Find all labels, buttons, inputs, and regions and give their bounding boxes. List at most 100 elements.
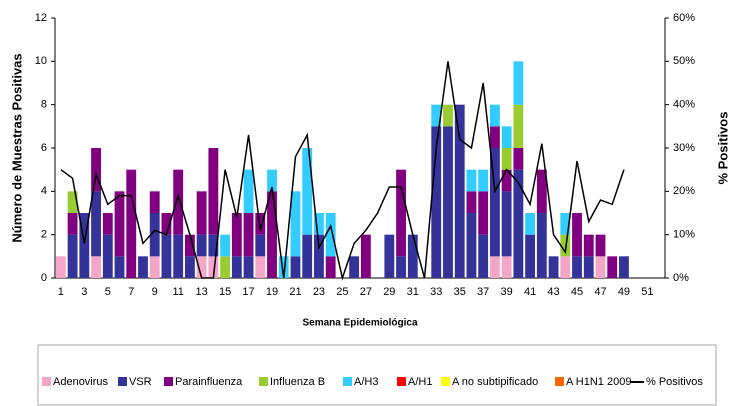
bar-segment xyxy=(489,104,500,127)
legend-box xyxy=(37,344,717,406)
bar-segment xyxy=(583,256,594,278)
y2-tick-label: 30% xyxy=(673,142,695,154)
x-tick-label: 5 xyxy=(105,286,111,298)
bar-segment xyxy=(513,169,524,278)
bar-segment xyxy=(478,234,489,278)
bar-segment xyxy=(489,126,500,148)
y2-tick-label: 60% xyxy=(673,12,695,24)
bar-segment xyxy=(255,256,266,278)
bar-segment xyxy=(478,191,489,235)
x-tick-label: 15 xyxy=(219,286,231,298)
bar-segment xyxy=(325,256,336,278)
bar-segment xyxy=(466,169,477,192)
bar-segment xyxy=(243,213,254,257)
x-tick-label: 1 xyxy=(58,286,64,298)
legend-swatch xyxy=(555,377,564,386)
bar-segment xyxy=(443,104,453,127)
bar-segment xyxy=(196,191,207,235)
bar-segment xyxy=(302,234,313,278)
bar-segment xyxy=(91,256,101,278)
x-tick-label: 17 xyxy=(242,286,254,298)
legend-label: A no subtipificado xyxy=(452,376,538,388)
x-tick-label: 27 xyxy=(360,286,372,298)
bar-segment xyxy=(560,234,571,257)
x-tick-label: 49 xyxy=(618,286,630,298)
bar-segment xyxy=(267,169,277,192)
bar-segment xyxy=(489,256,500,278)
bar-segment xyxy=(278,256,289,278)
y-tick-label: 0 xyxy=(41,272,47,284)
legend-swatch xyxy=(397,377,406,386)
bar-segment xyxy=(196,234,207,257)
x-tick-label: 25 xyxy=(336,286,348,298)
bar-segment xyxy=(173,169,184,235)
bar-segment xyxy=(231,213,242,257)
bar-segment xyxy=(149,256,160,278)
y-tick-label: 8 xyxy=(41,99,47,111)
y-tick-label: 2 xyxy=(41,229,47,241)
x-tick-label: 51 xyxy=(641,286,653,298)
y-axis-title: Número de Muestras Positivas xyxy=(9,53,24,242)
bar-segment xyxy=(267,191,277,278)
bar-segment xyxy=(595,256,606,278)
legend-label: Influenza B xyxy=(270,376,325,388)
bar-segment xyxy=(489,148,500,257)
bar-segment xyxy=(513,104,524,148)
x-tick-label: 9 xyxy=(152,286,158,298)
bar-segment xyxy=(607,256,618,278)
bar-segment xyxy=(431,126,442,278)
x-tick-label: 35 xyxy=(454,286,466,298)
x-tick-label: 3 xyxy=(81,286,87,298)
bar-segment xyxy=(255,213,266,235)
x-tick-label: 41 xyxy=(524,286,536,298)
bar-segment xyxy=(208,256,219,278)
legend-swatch xyxy=(441,377,450,386)
bar-segment xyxy=(560,213,571,235)
bar-segment xyxy=(126,169,137,278)
legend-swatch xyxy=(164,377,173,386)
bar-segment xyxy=(325,213,336,257)
bar-segment xyxy=(466,191,477,213)
bar-segment xyxy=(220,234,231,257)
legend-label: A H1N1 2009 xyxy=(566,376,631,388)
bar-segment xyxy=(536,169,547,213)
x-tick-label: 43 xyxy=(547,286,559,298)
bar-segment xyxy=(302,148,313,235)
bar-segment xyxy=(114,191,125,257)
bar-segment xyxy=(196,256,207,278)
bar-segment xyxy=(161,234,172,278)
bar-segment xyxy=(349,256,360,278)
bar-segment xyxy=(67,191,78,213)
x-tick-label: 13 xyxy=(196,286,208,298)
bar-segment xyxy=(79,213,90,278)
legend-swatch xyxy=(118,377,127,386)
x-tick-label: 11 xyxy=(172,286,183,298)
x-tick-label: 29 xyxy=(383,286,395,298)
bar-segment xyxy=(220,256,231,278)
bar-segment xyxy=(314,234,324,278)
x-tick-label: 37 xyxy=(477,286,489,298)
x-axis-title: Semana Epidemiológica xyxy=(302,318,417,329)
y2-tick-label: 50% xyxy=(673,55,695,67)
y2-tick-label: 0% xyxy=(673,272,689,284)
y-tick-label: 4 xyxy=(41,185,47,197)
bar-segment xyxy=(501,191,512,257)
bar-segment xyxy=(290,256,301,278)
bar-segment xyxy=(583,234,594,257)
y-tick-label: 12 xyxy=(35,12,47,24)
legend-label: A/H3 xyxy=(354,376,378,388)
bar-segment xyxy=(478,169,489,192)
bar-segment xyxy=(360,234,371,278)
y-tick-label: 6 xyxy=(41,142,47,154)
legend-label: % Positivos xyxy=(646,376,703,388)
legend-swatch xyxy=(343,377,352,386)
legend-label: Parainfluenza xyxy=(175,376,243,388)
bar-segment xyxy=(91,148,101,192)
bar-segment xyxy=(396,169,406,257)
x-tick-label: 47 xyxy=(594,286,606,298)
bar-segment xyxy=(314,213,324,235)
bar-segment xyxy=(255,234,266,257)
bar-segment xyxy=(525,213,536,235)
bar-segment xyxy=(443,126,453,278)
